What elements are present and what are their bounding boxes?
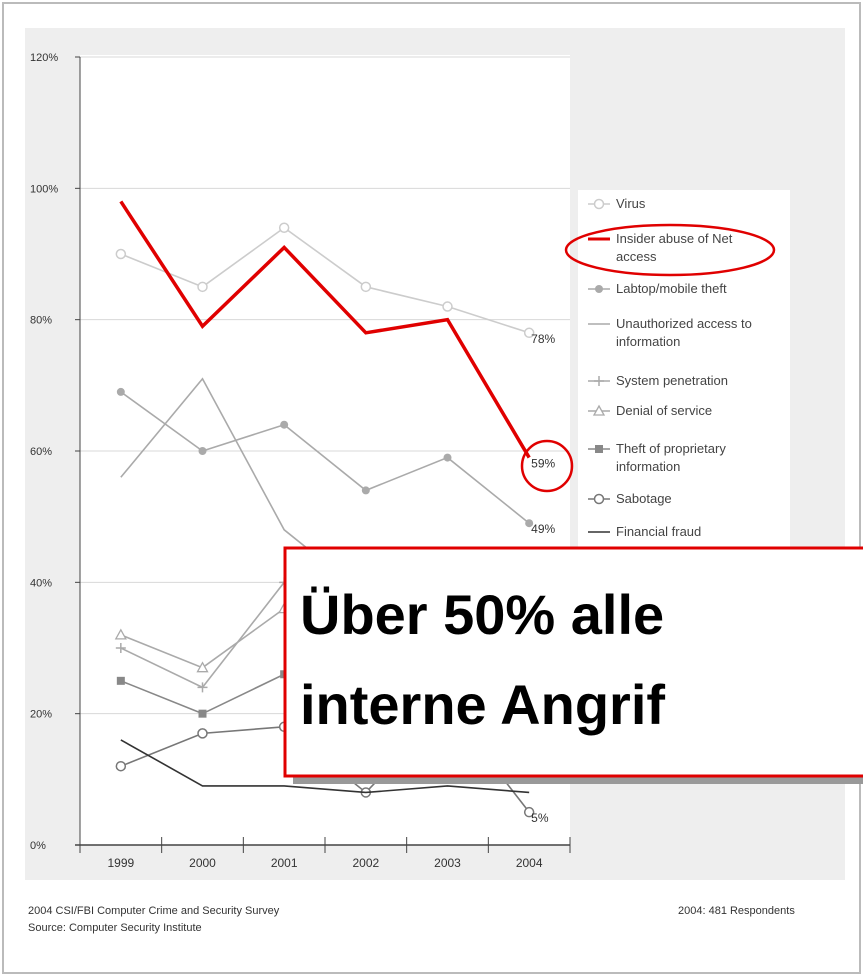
value-label: 59% — [531, 457, 555, 471]
legend-swatch — [588, 237, 610, 241]
legend-entry: System penetration — [578, 372, 790, 390]
legend-swatch — [588, 376, 610, 386]
marker — [197, 281, 208, 293]
legend-label: Unauthorized access to information — [616, 316, 752, 349]
marker — [360, 281, 372, 293]
legend-swatch — [588, 285, 610, 293]
source-text: Source: Computer Security Institute — [28, 922, 202, 934]
value-label: 49% — [531, 522, 555, 536]
legend-swatch — [588, 493, 610, 505]
marker — [196, 661, 209, 673]
x-tick-label: 1999 — [107, 856, 134, 870]
marker — [115, 248, 127, 260]
marker — [361, 486, 370, 495]
legend-label: Denial of service — [616, 403, 713, 418]
legend-label: Sabotage — [616, 491, 672, 506]
legend-entry: Theft of proprietary information — [578, 440, 790, 476]
marker — [198, 447, 207, 455]
respondents: 2004: 481 Respondents — [678, 905, 795, 917]
legend-swatch — [588, 323, 610, 325]
marker — [592, 404, 606, 416]
marker — [198, 709, 207, 718]
marker — [525, 775, 534, 784]
series-line — [119, 200, 531, 459]
marker — [593, 493, 605, 505]
marker — [278, 222, 290, 233]
value-label: 78% — [531, 332, 555, 346]
y-tick-label: 120% — [30, 52, 58, 64]
y-tick-label: 20% — [30, 709, 52, 721]
legend: Virus Insider abuse of Net access Labtop/m… — [578, 190, 790, 558]
x-tick-label: 2004 — [516, 856, 543, 870]
marker — [443, 453, 452, 462]
marker — [595, 285, 603, 293]
marker — [442, 301, 453, 312]
legend-label: System penetration — [616, 373, 729, 388]
marker — [116, 387, 125, 396]
marker — [115, 760, 127, 772]
legend-entry: Insider abuse of Net access — [578, 230, 790, 266]
marker — [278, 721, 290, 733]
series-line — [120, 391, 530, 524]
y-tick-label: 80% — [30, 315, 52, 327]
plot-area — [80, 55, 570, 845]
legend-swatch — [588, 445, 610, 453]
marker — [116, 676, 125, 685]
series-line — [120, 739, 530, 794]
marker — [280, 420, 289, 429]
legend-label: Financial fraud — [616, 524, 702, 539]
legend-swatch — [588, 404, 610, 416]
marker — [197, 682, 208, 693]
legend-swatch — [588, 531, 610, 533]
marker — [594, 376, 604, 386]
legend-entry: Financial fraud — [578, 523, 790, 541]
marker — [525, 519, 534, 528]
x-tick-label: 2002 — [352, 856, 379, 870]
x-tick-label: 2003 — [434, 856, 461, 870]
legend-entry: Sabotage — [578, 490, 790, 508]
legend-label: Virus — [616, 196, 646, 211]
y-tick-label: 40% — [30, 577, 52, 589]
marker — [280, 670, 289, 679]
legend-label: Theft of proprietary information — [616, 441, 726, 474]
legend-entry: Labtop/mobile theft — [578, 280, 790, 298]
value-label: 5% — [531, 811, 549, 825]
marker — [197, 728, 208, 739]
legend-entry: Unauthorized access to information — [578, 315, 790, 351]
series-line — [120, 226, 530, 334]
x-tick-label: 2000 — [189, 856, 216, 870]
marker — [595, 445, 603, 453]
legend-swatch — [588, 198, 610, 210]
marker — [114, 628, 127, 640]
y-tick-label: 0% — [30, 840, 46, 852]
marker — [523, 327, 535, 339]
marker — [593, 198, 605, 210]
legend-entry: Virus — [578, 195, 790, 213]
y-tick-label: 60% — [30, 446, 52, 458]
marker — [442, 701, 453, 713]
y-tick-label: 100% — [30, 183, 58, 195]
x-tick-label: 2001 — [271, 856, 298, 870]
marker — [115, 643, 126, 653]
legend-label: Labtop/mobile theft — [616, 281, 727, 296]
legend-label: Insider abuse of Net access — [616, 231, 733, 264]
source-text: 2004 CSI/FBI Computer Crime and Security… — [28, 905, 280, 917]
legend-entry: Denial of service — [578, 402, 790, 420]
marker — [523, 806, 535, 818]
marker — [361, 709, 370, 718]
